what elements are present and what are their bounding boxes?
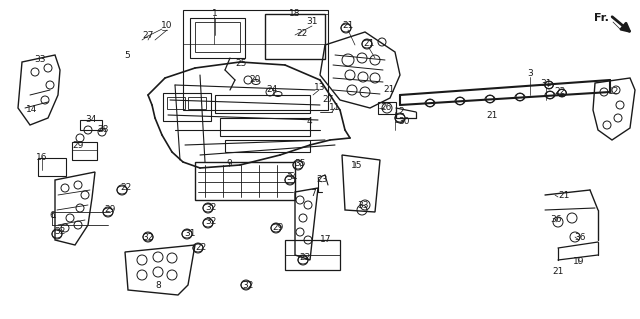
Text: 27: 27: [142, 31, 154, 40]
Text: 26: 26: [380, 102, 392, 112]
Text: 21: 21: [383, 85, 395, 94]
Text: 15: 15: [351, 160, 363, 169]
Text: 21: 21: [558, 190, 570, 199]
Text: 32: 32: [54, 227, 66, 236]
Text: 32: 32: [142, 233, 154, 241]
Text: 25: 25: [236, 60, 246, 69]
Text: 32: 32: [205, 218, 217, 226]
Bar: [183, 10, 328, 110]
Text: 34: 34: [85, 115, 97, 124]
Text: 6: 6: [49, 211, 55, 220]
Text: Fr.: Fr.: [593, 13, 609, 23]
Text: 8: 8: [155, 280, 161, 290]
Text: 31: 31: [307, 18, 317, 26]
Bar: [190, 18, 245, 58]
Text: 29: 29: [104, 205, 116, 214]
Text: 7: 7: [310, 189, 316, 198]
Text: 4: 4: [306, 117, 312, 127]
Text: 13: 13: [314, 84, 326, 93]
Bar: [378, 102, 396, 114]
Bar: [80, 120, 102, 130]
Text: 33: 33: [357, 202, 369, 211]
Bar: [38, 158, 66, 176]
Text: 35: 35: [294, 159, 306, 167]
Text: 10: 10: [161, 21, 173, 31]
Text: 1: 1: [212, 10, 218, 19]
Text: 16: 16: [36, 152, 48, 161]
Text: 34: 34: [286, 174, 298, 182]
Text: 36: 36: [550, 216, 562, 225]
Bar: [195, 162, 295, 200]
Text: 31: 31: [540, 78, 552, 87]
Text: 29: 29: [72, 140, 84, 150]
Text: 3: 3: [527, 69, 533, 78]
Text: 22: 22: [120, 183, 132, 192]
Text: 9: 9: [226, 159, 232, 167]
Text: 19: 19: [573, 256, 585, 265]
Text: 21: 21: [486, 110, 498, 120]
Bar: [220, 118, 310, 136]
Text: 21: 21: [342, 21, 354, 31]
Text: 29: 29: [272, 224, 284, 233]
Text: 24: 24: [266, 85, 278, 94]
Bar: [265, 14, 325, 59]
Text: 22: 22: [296, 29, 308, 39]
Text: 5: 5: [124, 50, 130, 60]
Text: 21: 21: [552, 268, 564, 277]
Text: 12: 12: [608, 87, 620, 97]
Text: 28: 28: [97, 125, 109, 135]
Text: 30: 30: [398, 117, 410, 127]
Text: 32: 32: [205, 203, 217, 211]
Bar: [167, 97, 185, 109]
Bar: [163, 93, 211, 121]
Text: 22: 22: [195, 242, 207, 251]
Text: 33: 33: [35, 56, 45, 64]
Text: 2: 2: [398, 108, 404, 116]
Text: 36: 36: [574, 233, 586, 241]
Text: 23: 23: [316, 175, 328, 184]
Text: 14: 14: [26, 106, 38, 115]
Bar: [215, 95, 310, 113]
Text: 11: 11: [329, 102, 340, 112]
Text: 17: 17: [320, 235, 332, 244]
Text: 22: 22: [554, 87, 566, 97]
Bar: [195, 22, 240, 52]
Bar: [225, 140, 310, 152]
Bar: [188, 97, 206, 109]
Bar: [285, 240, 340, 270]
Text: 27: 27: [323, 95, 333, 105]
Bar: [72, 142, 97, 160]
Text: 21: 21: [364, 40, 374, 48]
Text: 22: 22: [300, 254, 310, 263]
Text: 32: 32: [243, 280, 253, 290]
Text: 31: 31: [184, 228, 196, 238]
Text: 20: 20: [250, 76, 260, 85]
Text: 18: 18: [289, 9, 301, 18]
